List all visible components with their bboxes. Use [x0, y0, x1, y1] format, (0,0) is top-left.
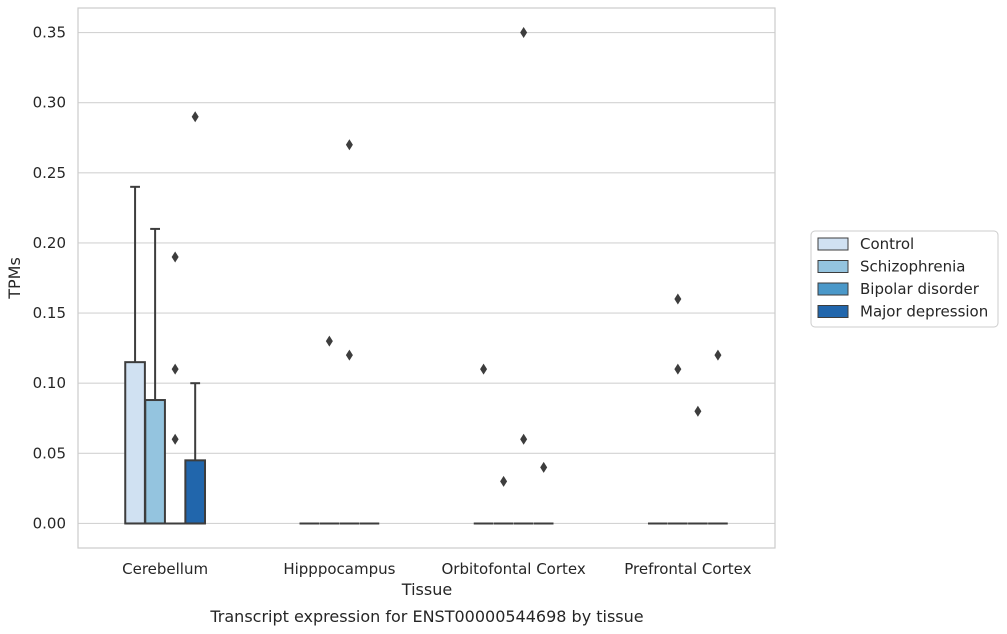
- outlier-point: [674, 293, 682, 305]
- box: [124, 361, 146, 525]
- legend-label: Control: [860, 235, 914, 253]
- y-tick-label: 0.15: [33, 304, 66, 322]
- outlier-point: [694, 405, 702, 417]
- x-tick-label: Hipppocampus: [283, 560, 395, 578]
- outlier-point: [674, 363, 682, 375]
- outlier-point: [325, 335, 333, 347]
- legend-label: Bipolar disorder: [860, 280, 980, 298]
- box: [184, 459, 207, 525]
- outlier-point: [500, 475, 508, 487]
- legend-label: Schizophrenia: [860, 258, 965, 276]
- outlier-point: [520, 27, 528, 39]
- legend-label: Major depression: [860, 303, 988, 321]
- y-tick-label: 0.20: [33, 234, 66, 252]
- outlier-point: [480, 363, 488, 375]
- outlier-point: [520, 433, 528, 445]
- outlier-point: [171, 363, 179, 375]
- outlier-point: [171, 251, 179, 263]
- x-tick-label: Orbitofontal Cortex: [442, 560, 586, 578]
- x-tick-label: Prefrontal Cortex: [624, 560, 751, 578]
- outlier-point: [540, 461, 548, 473]
- x-axis-title: Tissue: [401, 580, 452, 599]
- legend: Control Schizophrenia Bipolar disorder Majo…: [810, 230, 999, 328]
- y-tick-labels: 0.00 0.05 0.10 0.15 0.20 0.25 0.30 0.35: [33, 24, 66, 533]
- x-tick-label: Cerebellum: [122, 560, 208, 578]
- plot-boxes: [124, 27, 728, 525]
- legend-swatch: [817, 260, 849, 273]
- legend-swatch: [817, 305, 849, 318]
- y-tick-label: 0.30: [33, 94, 66, 112]
- x-tick-labels: Cerebellum Hipppocampus Orbitofontal Corte…: [122, 560, 751, 578]
- y-tick-label: 0.00: [33, 514, 66, 532]
- legend-frame: [810, 230, 999, 328]
- y-axis-title: TPMs: [5, 257, 24, 300]
- outlier-point: [714, 349, 722, 361]
- chart-caption: Transcript expression for ENST0000054469…: [209, 607, 643, 626]
- outlier-point: [171, 433, 179, 445]
- outlier-point: [345, 139, 353, 151]
- y-tick-label: 0.25: [33, 164, 66, 182]
- legend-swatch: [817, 237, 849, 251]
- y-tick-label: 0.35: [33, 24, 66, 42]
- y-tick-label: 0.10: [33, 374, 66, 392]
- outlier-point: [191, 111, 199, 123]
- grid-lines: [78, 31, 775, 525]
- outlier-point: [345, 349, 353, 361]
- legend-swatch: [817, 282, 849, 296]
- y-tick-label: 0.05: [33, 444, 66, 462]
- box: [144, 399, 166, 525]
- plot-frame: [77, 7, 776, 549]
